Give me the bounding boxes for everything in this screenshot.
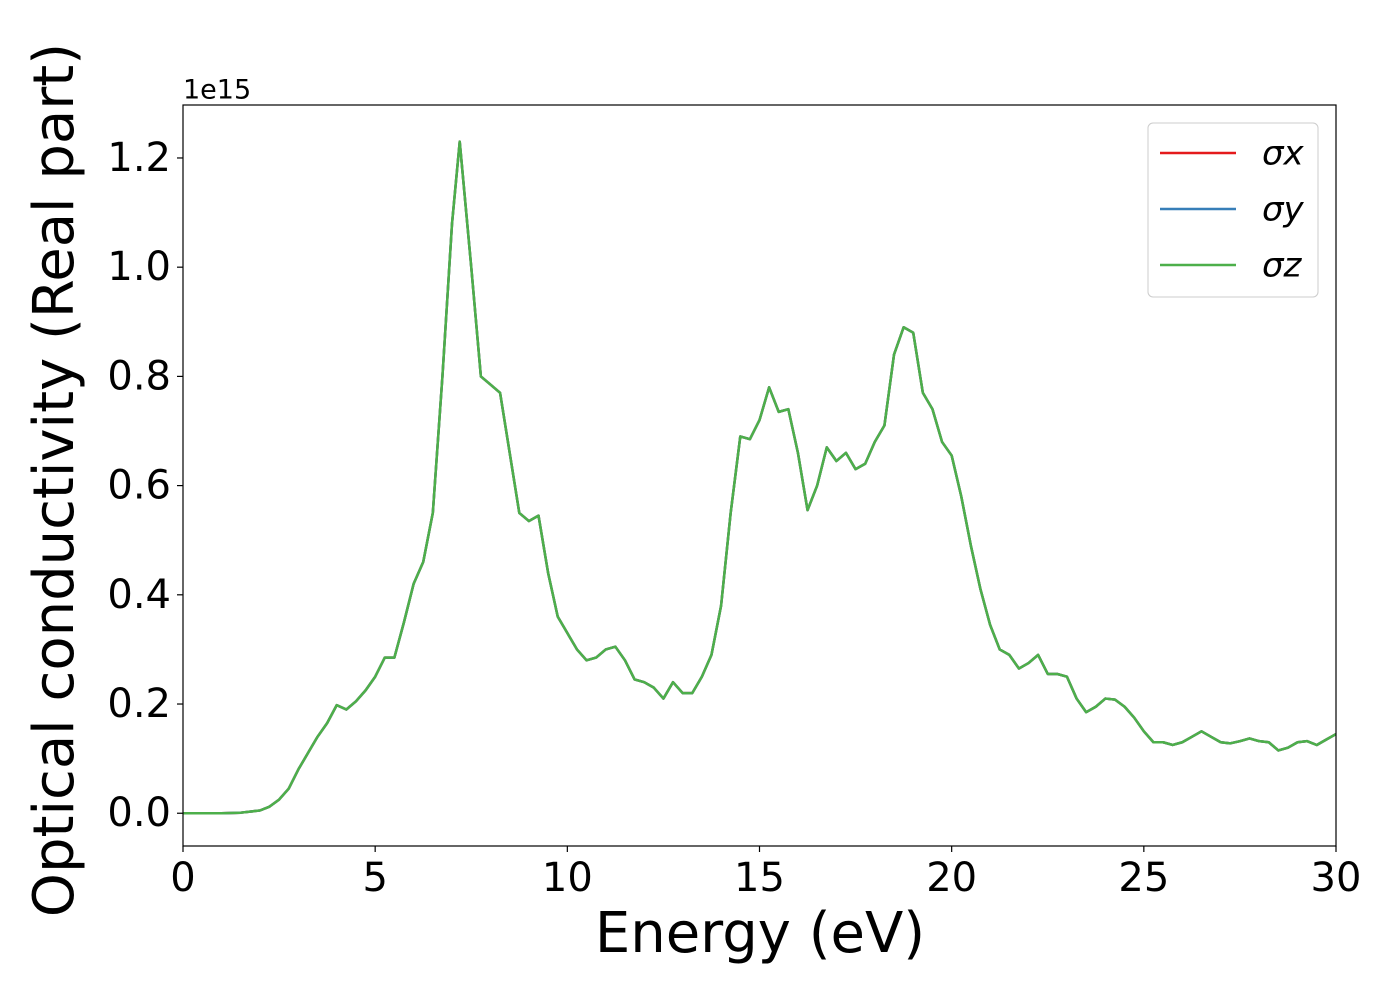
y-tick-label: 0.8 bbox=[107, 353, 171, 399]
y-tick-label: 0.0 bbox=[107, 790, 171, 836]
y-tick-label: 1.0 bbox=[107, 244, 171, 290]
y-tick-label: 1.2 bbox=[107, 135, 171, 181]
x-tick-label: 10 bbox=[542, 855, 593, 901]
y-axis-label: Optical conductivity (Real part) bbox=[22, 43, 87, 917]
x-tick-label: 25 bbox=[1118, 855, 1169, 901]
legend-label: σx bbox=[1262, 134, 1305, 174]
x-tick-label: 5 bbox=[362, 855, 387, 901]
x-tick-label: 30 bbox=[1311, 855, 1362, 901]
data-line bbox=[183, 140, 1336, 815]
x-axis-label: Energy (eV) bbox=[595, 901, 925, 966]
x-tick-label: 0 bbox=[170, 855, 195, 901]
x-tick-label: 15 bbox=[734, 855, 785, 901]
y-offset-label: 1e15 bbox=[183, 75, 251, 106]
legend-label: σz bbox=[1262, 246, 1303, 286]
legend-label: σy bbox=[1262, 190, 1305, 230]
y-tick-label: 0.4 bbox=[107, 572, 171, 618]
y-tick-label: 0.6 bbox=[107, 463, 171, 509]
y-tick-label: 0.2 bbox=[107, 681, 171, 727]
x-tick-label: 20 bbox=[926, 855, 977, 901]
